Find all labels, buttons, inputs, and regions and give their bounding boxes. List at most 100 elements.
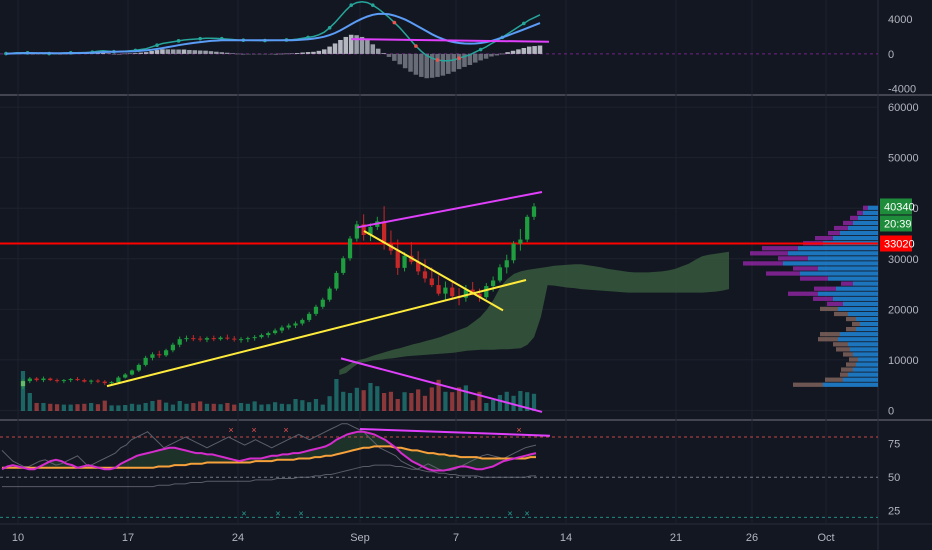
volume-profile-bar <box>848 372 878 377</box>
macd-dot <box>435 58 440 62</box>
volume-bar <box>245 403 250 411</box>
volume-bar <box>218 404 223 411</box>
candle-body <box>116 377 121 383</box>
macd-histogram-bar <box>537 45 543 54</box>
countdown-badge <box>880 215 912 232</box>
macd-histogram-bar <box>494 53 500 56</box>
volume-profile-bar <box>843 301 878 306</box>
price-tick-label: 60000 <box>888 102 919 114</box>
macd-histogram-bar <box>289 53 295 55</box>
candle-body <box>238 339 244 341</box>
volume-bar <box>497 395 503 411</box>
macd-histogram-bar <box>295 53 300 54</box>
divergence-line <box>351 38 550 43</box>
volume-divergence-line <box>340 357 543 413</box>
rsi-tick-label: 75 <box>888 439 900 451</box>
level-price-text: 33020 <box>884 238 915 250</box>
macd-histogram-bar <box>208 51 214 54</box>
volume-profile-bar <box>823 382 878 387</box>
macd-histogram-bar <box>435 53 440 77</box>
price-tick-label: 20000 <box>888 304 919 316</box>
time-tick-label: Oct <box>817 532 834 544</box>
macd-histogram-bar <box>300 52 305 54</box>
macd-histogram-bar <box>348 34 354 54</box>
volume-bar <box>150 401 155 411</box>
macd-histogram-bar <box>127 53 133 54</box>
volume-profile-bar <box>820 306 838 312</box>
volume-bar <box>320 404 325 411</box>
candle-body <box>68 379 73 381</box>
candle-body <box>436 285 441 294</box>
volume-profile-bar <box>828 230 840 236</box>
volume-bar <box>177 401 182 411</box>
volume-bar <box>361 390 366 411</box>
macd-histogram-bar <box>230 53 235 54</box>
volume-bar <box>129 403 135 411</box>
volume-profile-bar <box>843 220 853 226</box>
volume-profile-bar <box>818 291 878 296</box>
candle-body <box>211 338 216 340</box>
volume-bar <box>327 396 332 411</box>
volume-bar <box>95 404 101 411</box>
volume-profile-bar <box>843 352 853 357</box>
macd-tick-label: -4000 <box>888 84 916 96</box>
volume-profile-bar <box>815 236 833 241</box>
candle-body <box>136 364 141 371</box>
candle-body <box>320 299 325 307</box>
volume-profile-bar <box>860 321 878 327</box>
volume-bar <box>307 402 312 411</box>
candle-body <box>293 323 298 326</box>
price-tick-label: 50000 <box>888 153 919 165</box>
macd-histogram-bar <box>246 53 251 55</box>
volume-bar <box>68 404 73 411</box>
sell-marker: × <box>283 425 288 435</box>
volume-profile-bar <box>833 342 848 347</box>
candle-body <box>525 216 530 240</box>
candle-body <box>334 272 339 289</box>
volume-bar <box>198 401 203 411</box>
candle-body <box>27 378 32 382</box>
macd-histogram-bar <box>273 53 278 55</box>
volume-bar <box>341 391 346 411</box>
candle-body <box>259 335 264 338</box>
volume-bar <box>381 393 387 411</box>
volume-bar <box>518 391 523 411</box>
candle-body <box>347 238 353 259</box>
macd-histogram-bar <box>257 53 262 55</box>
candle-body <box>341 258 346 273</box>
macd-dot <box>370 3 375 8</box>
candle-body <box>225 337 230 339</box>
volume-profile-bar <box>856 316 878 322</box>
volume-profile-bar <box>840 372 848 377</box>
volume-bar <box>109 405 114 411</box>
volume-profile-bar <box>818 337 838 342</box>
volume-bar <box>170 404 176 411</box>
price-tick-label: 10000 <box>888 355 919 367</box>
volume-profile-bar <box>800 271 878 276</box>
candle-body <box>354 224 359 239</box>
time-tick-label: 10 <box>12 532 24 544</box>
macd-histogram-bar <box>505 52 510 54</box>
volume-bar <box>456 387 462 411</box>
volume-bar <box>20 371 26 411</box>
volume-bar <box>491 399 496 411</box>
macd-histogram-bar <box>386 53 392 57</box>
volume-bar <box>34 403 39 411</box>
volume-profile-bar <box>856 362 878 367</box>
volume-bar <box>61 404 66 411</box>
time-axis[interactable]: 10 17 24 Sep 7 14 21 26 Oct <box>12 532 835 544</box>
rsi-band-fill <box>2 431 536 471</box>
macd-histogram-bar <box>160 49 165 54</box>
volume-bar <box>238 403 244 411</box>
time-tick-label: 24 <box>232 532 244 544</box>
candle-body <box>307 313 312 320</box>
macd-histogram-bar <box>100 52 106 54</box>
buy-marker: × <box>241 508 246 518</box>
volume-bar <box>82 403 87 411</box>
volume-bar <box>470 400 475 411</box>
volume-bar <box>450 392 455 411</box>
candle-body <box>422 271 428 279</box>
upper-channel-line <box>356 191 543 229</box>
macd-histogram-bar <box>392 53 397 61</box>
